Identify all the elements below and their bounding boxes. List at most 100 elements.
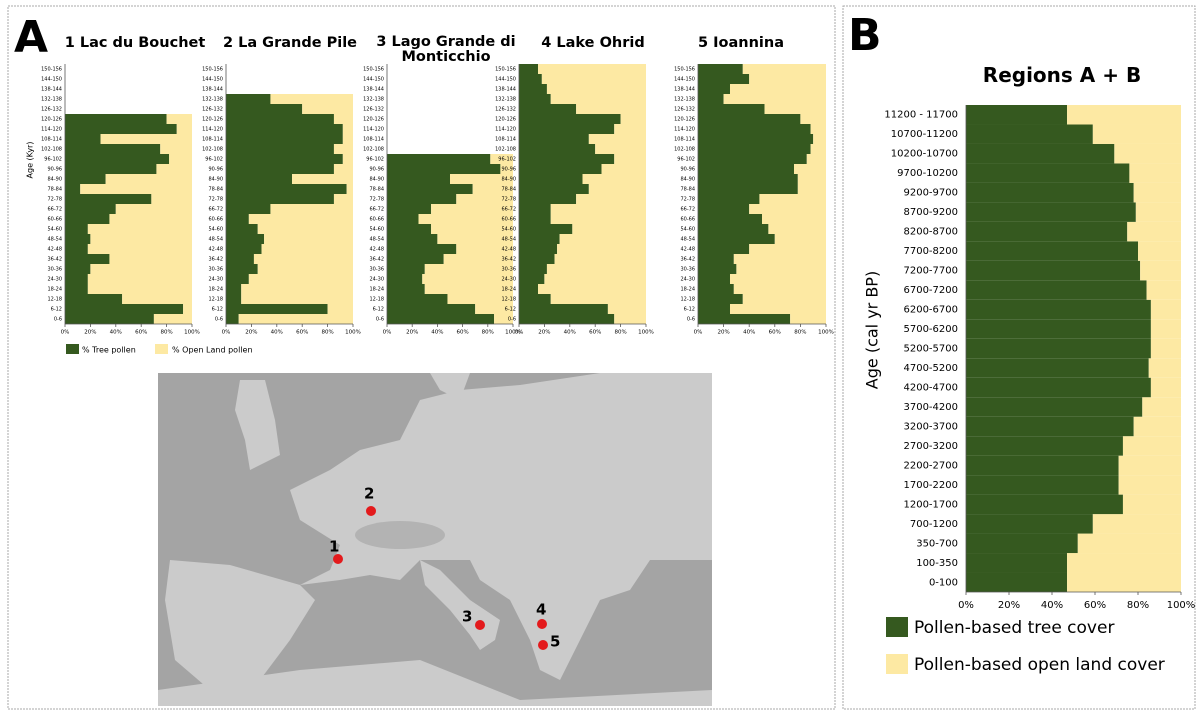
bar-segment: [519, 104, 576, 114]
bar-segment: [602, 164, 646, 174]
bar-segment: [698, 194, 759, 204]
x-tick-label: 20%: [998, 600, 1020, 611]
y-tick-label: 9700-10200: [897, 168, 958, 179]
x-tick-label: 20%: [245, 330, 257, 336]
bar-segment: [736, 264, 826, 274]
y-tick-label: 60-66: [208, 217, 223, 223]
y-tick-label: 8700-9200: [903, 207, 958, 218]
y-tick-label: 150-156: [495, 67, 516, 73]
y-tick-label: 138-144: [41, 87, 62, 93]
bar-segment: [551, 294, 646, 304]
bar-segment: [608, 304, 646, 314]
y-tick-label: 42-48: [501, 247, 516, 253]
y-tick-label: 120-126: [674, 117, 695, 123]
bar-segment: [698, 114, 800, 124]
bar-segment: [1134, 417, 1181, 436]
bar-segment: [765, 104, 826, 114]
y-tick-label: 36-42: [369, 257, 384, 263]
bar-segment: [88, 274, 192, 284]
y-tick-label: 100-350: [916, 558, 958, 569]
y-tick-label: 30-36: [208, 267, 223, 273]
bar-segment: [387, 154, 490, 164]
y-tick-label: 144-150: [363, 77, 384, 83]
site-marker: [333, 554, 343, 564]
bar-segment: [425, 264, 513, 274]
bar-segment: [241, 284, 353, 294]
y-tick-label: 6200-6700: [903, 305, 958, 316]
bar-segment: [387, 254, 444, 264]
y-tick-label: 48-54: [680, 237, 695, 243]
bar-segment: [790, 314, 826, 324]
chart: A B 1 2 3 4 5 0-66-1212-1818-2424-3030-3…: [0, 0, 1200, 711]
y-tick-label: 0-6: [508, 317, 516, 323]
bar-segment: [302, 104, 353, 114]
y-tick-label: 78-84: [680, 187, 695, 193]
x-tick-label: 100%: [1167, 600, 1196, 611]
bar-segment: [730, 84, 826, 94]
chart-title: 3 Lago Grande di Monticchio: [376, 35, 516, 65]
bar-segment: [966, 378, 1151, 397]
bar-segment: [387, 224, 431, 234]
bar-segment: [65, 184, 80, 194]
y-tick-label: 90-96: [680, 167, 695, 173]
bar-segment: [519, 74, 542, 84]
bar-segment: [519, 204, 551, 214]
bar-segment: [966, 495, 1123, 514]
y-tick-label: 120-126: [41, 117, 62, 123]
y-tick-label: 126-132: [41, 107, 62, 113]
x-tick-label: 20%: [84, 330, 96, 336]
y-tick-label: 6-12: [212, 307, 223, 313]
bar-segment: [270, 94, 353, 104]
bar-segment: [966, 319, 1151, 338]
bar-segment: [88, 284, 192, 294]
y-tick-label: 42-48: [680, 247, 695, 253]
y-tick-label: 84-90: [369, 177, 384, 183]
bar-segment: [1147, 280, 1181, 299]
site-marker: [538, 640, 548, 650]
bar-segment: [798, 184, 826, 194]
bar-segment: [226, 224, 258, 234]
bar-segment: [65, 164, 156, 174]
y-tick-label: 24-30: [501, 277, 516, 283]
bar-segment: [226, 294, 241, 304]
x-tick-label: 80%: [321, 330, 333, 336]
y-tick-label: 60-66: [501, 217, 516, 223]
bar-segment: [519, 124, 614, 134]
bar-segment: [226, 274, 249, 284]
bar-segment: [811, 144, 826, 154]
y-tick-label: 36-42: [47, 257, 62, 263]
y-tick-label: 54-60: [208, 227, 223, 233]
y-tick-label: 18-24: [501, 287, 516, 293]
bar-segment: [1123, 495, 1181, 514]
y-tick-label: 90-96: [47, 167, 62, 173]
y-tick-label: 12-18: [47, 297, 62, 303]
site-label: 2: [364, 485, 374, 503]
y-tick-label: 7700-8200: [903, 246, 958, 257]
bar-segment: [734, 254, 826, 264]
y-tick-label: 700-1200: [910, 519, 958, 530]
bar-segment: [65, 244, 88, 254]
y-tick-label: 5200-5700: [903, 344, 958, 355]
y-tick-label: 12-18: [501, 297, 516, 303]
bar-segment: [387, 294, 447, 304]
bar-segment: [698, 224, 768, 234]
bar-segment: [226, 214, 249, 224]
y-tick-label: 108-114: [41, 137, 62, 143]
y-tick-label: 2700-3200: [903, 441, 958, 452]
bar-segment: [343, 124, 353, 134]
bar-segment: [347, 184, 353, 194]
x-tick-label: 0%: [515, 330, 524, 336]
y-tick-label: 3200-3700: [903, 421, 958, 432]
y-tick-label: 72-78: [501, 197, 516, 203]
x-tick-label: 60%: [135, 330, 147, 336]
bar-segment: [1151, 378, 1181, 397]
chart-title: 1 Lac du Bouchet: [50, 36, 220, 51]
bar-segment: [1140, 261, 1181, 280]
y-tick-label: 24-30: [369, 277, 384, 283]
bar-segment: [226, 204, 270, 214]
y-tick-label: 4200-4700: [903, 382, 958, 393]
legend-swatch: [886, 654, 908, 674]
y-tick-label: 60-66: [680, 217, 695, 223]
bar-segment: [65, 144, 160, 154]
chart-title: 5 Ioannina: [666, 36, 816, 51]
